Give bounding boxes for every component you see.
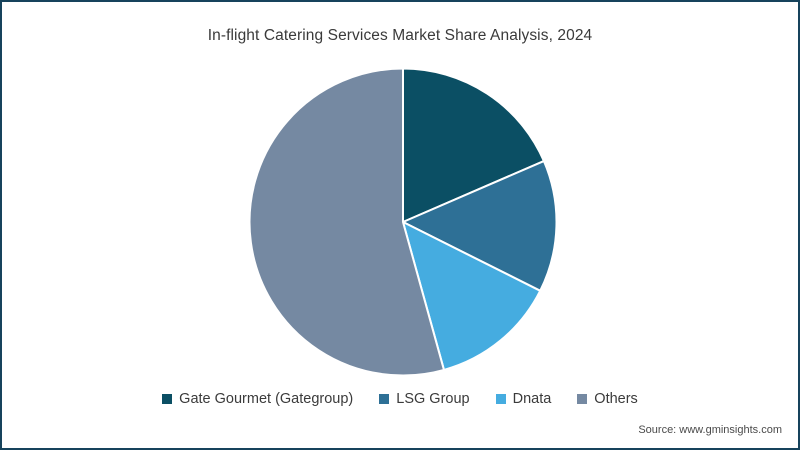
legend-item[interactable]: Dnata: [495, 391, 552, 407]
pie-slice[interactable]: LSG Group: 13.9%: [402, 160, 557, 292]
source-attribution: Source: www.gminsights.com: [638, 424, 782, 436]
legend-swatch-icon: [162, 394, 173, 405]
pie-slice[interactable]: Gate Gourmet (Gategroup): 18.5%: [402, 68, 545, 223]
legend-swatch-icon: [379, 394, 390, 405]
pie-chart: Gate Gourmet (Gategroup): 18.5%LSG Group…: [249, 68, 557, 376]
legend-swatch-icon: [577, 394, 588, 405]
pie-chart-svg: Gate Gourmet (Gategroup): 18.5%LSG Group…: [249, 68, 557, 376]
legend-item-label: Others: [594, 391, 638, 407]
legend-item[interactable]: Others: [577, 392, 638, 407]
pie-slice-group: Gate Gourmet (Gategroup): 18.5%LSG Group…: [249, 68, 557, 376]
legend-item-label: Dnata: [512, 391, 552, 407]
legend-item-label: LSG Group: [396, 391, 470, 407]
legend-item[interactable]: LSG Group: [379, 391, 470, 407]
page-title: In-flight Catering Services Market Share…: [207, 27, 593, 44]
legend-item[interactable]: Gate Gourmet (Gategroup): [162, 392, 353, 407]
legend-swatch-icon: [495, 394, 506, 405]
pie-slice[interactable]: Dnata: 13.3%: [402, 221, 542, 371]
legend-item-label: Gate Gourmet (Gategroup): [179, 391, 354, 407]
chart-legend: Gate Gourmet (Gategroup) LSG Group Dnata Ot…: [0, 392, 800, 407]
pie-slice[interactable]: Others: 54.3%: [249, 68, 445, 376]
